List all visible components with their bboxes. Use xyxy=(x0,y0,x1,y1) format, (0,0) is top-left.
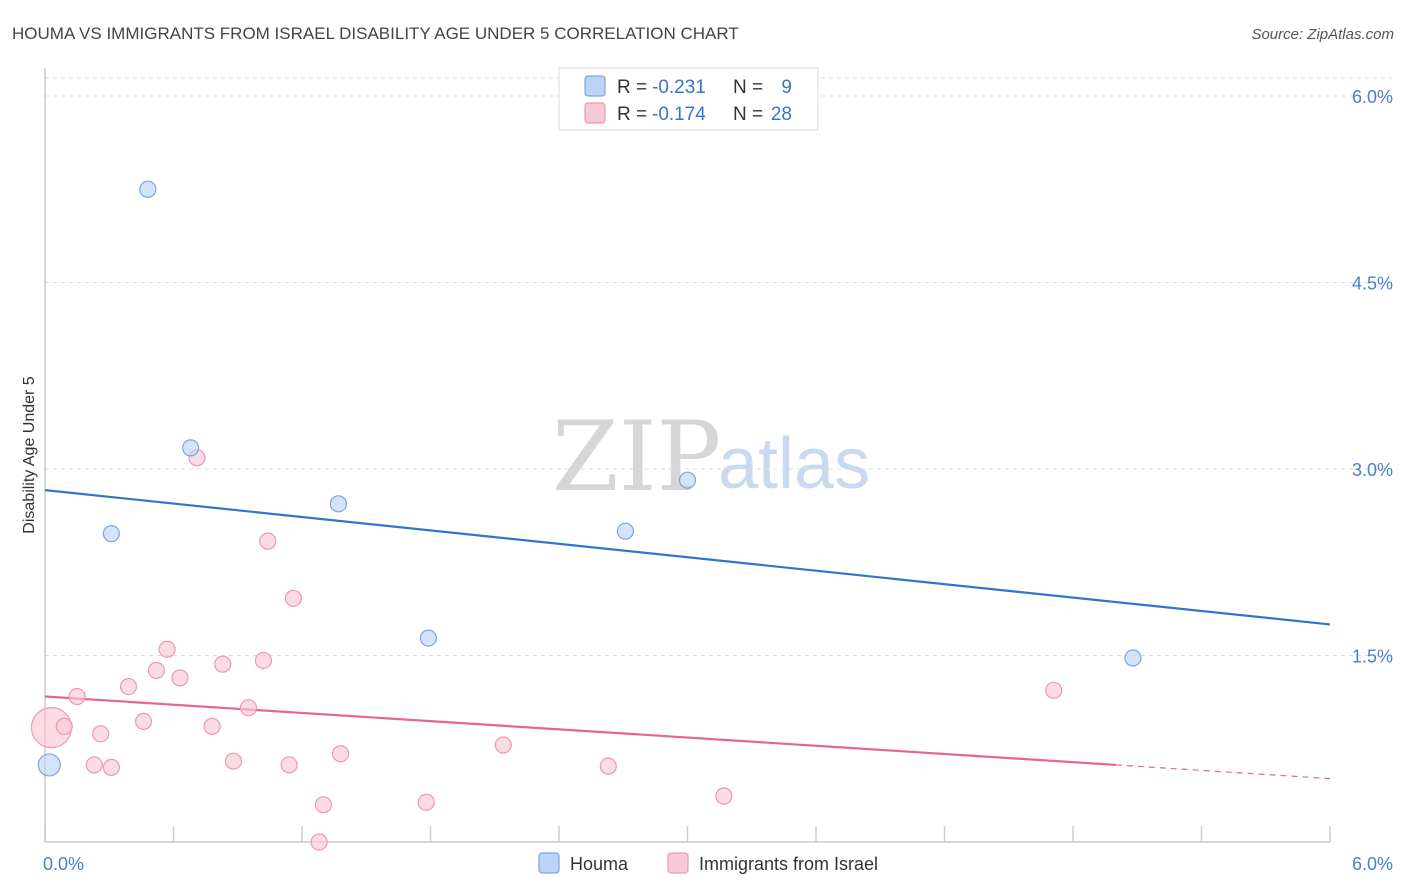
data-point-israel xyxy=(254,651,273,670)
data-point-israel xyxy=(599,757,617,775)
trendline-israel-extension xyxy=(1115,764,1331,780)
watermark-atlas: atlas xyxy=(718,424,870,504)
legend-r-label: R = xyxy=(617,77,647,98)
data-point-houma xyxy=(678,471,697,489)
data-point-israel xyxy=(224,752,243,770)
data-point-israel xyxy=(102,758,120,777)
series-legend-swatch-israel xyxy=(667,852,689,874)
watermark: ZIP atlas xyxy=(552,401,870,513)
data-point-houma xyxy=(182,439,200,457)
y-tick-label: 3.0% xyxy=(1352,460,1393,480)
chart-title: HOUMA VS IMMIGRANTS FROM ISRAEL DISABILI… xyxy=(12,24,739,43)
legend-r-value-israel: -0.174 xyxy=(652,104,706,125)
data-point-israel xyxy=(158,640,176,658)
y-tick-label: 6.0% xyxy=(1352,87,1393,107)
watermark-zip: ZIP xyxy=(552,401,721,513)
correlation-legend: R = -0.231 N = 9 R = -0.174 N = 28 xyxy=(558,67,819,131)
data-point-israel xyxy=(239,699,258,717)
data-point-israel xyxy=(494,736,512,754)
x-tick-label: 6.0% xyxy=(1352,854,1393,874)
data-point-houma xyxy=(37,753,61,777)
data-point-israel xyxy=(310,833,328,851)
legend-n-value-israel: 28 xyxy=(771,104,792,125)
data-point-houma xyxy=(139,180,157,198)
y-tick-label: 4.5% xyxy=(1352,274,1393,294)
data-points xyxy=(30,180,1142,851)
series-legend: Houma Immigrants from Israel xyxy=(538,852,878,874)
data-point-israel xyxy=(55,717,73,735)
data-point-israel xyxy=(331,745,350,763)
y-axis-title: Disability Age Under 5 xyxy=(21,376,38,534)
data-point-israel xyxy=(259,532,277,550)
data-point-israel xyxy=(203,717,221,735)
data-point-israel xyxy=(280,756,298,774)
y-tick-label: 1.5% xyxy=(1352,647,1393,667)
legend-n-label: N = xyxy=(733,77,763,98)
legend-n-label: N = xyxy=(733,104,763,125)
data-point-houma xyxy=(102,525,120,543)
legend-swatch-israel xyxy=(584,102,606,124)
chart-source: Source: ZipAtlas.com xyxy=(1251,26,1394,43)
series-legend-label-houma: Houma xyxy=(570,854,629,874)
legend-swatch-houma xyxy=(584,75,606,97)
data-point-houma xyxy=(616,522,634,540)
data-point-israel xyxy=(171,669,189,687)
data-point-israel xyxy=(134,712,153,730)
data-point-houma xyxy=(1124,649,1142,667)
gridlines xyxy=(45,77,1392,656)
x-tick-label: 0.0% xyxy=(43,854,84,874)
data-point-israel xyxy=(147,661,165,680)
series-legend-swatch-houma xyxy=(538,852,560,874)
data-point-israel xyxy=(68,687,86,706)
legend-r-value-houma: -0.231 xyxy=(652,77,706,98)
series-legend-label-israel: Immigrants from Israel xyxy=(699,854,878,874)
data-point-houma xyxy=(419,629,437,647)
data-point-israel xyxy=(119,677,138,696)
data-point-israel xyxy=(1045,681,1063,699)
data-point-israel xyxy=(314,796,333,814)
trendlines xyxy=(44,489,1331,780)
data-point-israel xyxy=(214,655,232,673)
data-point-houma xyxy=(329,495,348,513)
data-point-israel xyxy=(284,589,303,607)
legend-r-label: R = xyxy=(617,104,647,125)
data-point-israel xyxy=(85,756,103,774)
trendline-israel xyxy=(44,695,1116,767)
data-point-israel xyxy=(417,793,435,811)
data-point-israel xyxy=(715,787,733,805)
data-point-israel xyxy=(92,725,110,743)
legend-n-value-houma: 9 xyxy=(781,77,792,98)
trendline-houma xyxy=(44,489,1331,626)
